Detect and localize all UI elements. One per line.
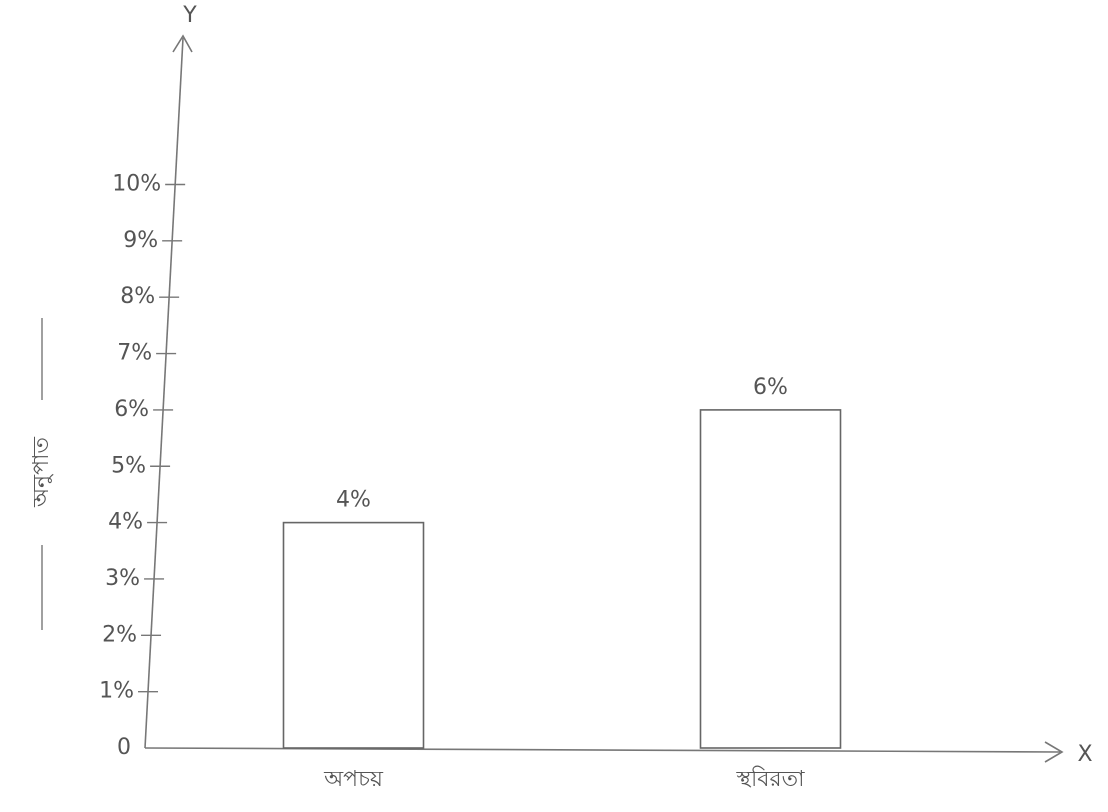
y-tick-label: 10% — [112, 172, 161, 197]
y-tick-label: 5% — [111, 453, 146, 478]
bar — [282, 521, 425, 749]
y-tick-label: 9% — [123, 228, 158, 253]
y-tick-label: 3% — [105, 566, 140, 591]
y-axis-label: Y — [182, 3, 197, 28]
x-tick-label: অপচয় — [323, 767, 384, 792]
x-axis — [144, 747, 1061, 753]
y-tick-label: 8% — [120, 284, 155, 309]
y-tick-label: 7% — [117, 341, 152, 366]
y-tick-label: 1% — [99, 679, 134, 704]
x-arrow — [1044, 741, 1064, 763]
bar — [699, 409, 842, 749]
y-tick-label: 4% — [108, 510, 143, 535]
y-tick-label: 2% — [102, 622, 137, 647]
y-tick-label: 6% — [114, 397, 149, 422]
y-arrow — [172, 34, 193, 53]
y-axis — [144, 37, 184, 749]
value-label: 4% — [336, 488, 371, 513]
y-tick-label: 0 — [117, 735, 131, 760]
value-label: 6% — [753, 375, 788, 400]
x-axis-label: X — [1077, 742, 1092, 767]
y-axis-title: অনুপাত — [29, 437, 54, 508]
x-tick-label: স্থবিরতা — [735, 766, 805, 792]
